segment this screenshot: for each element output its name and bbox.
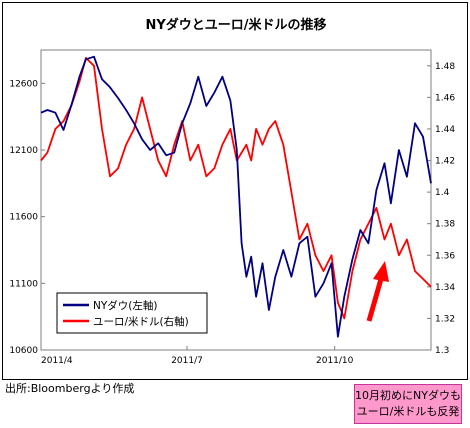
left-axis-ticks: 10600 11100 11600 12100 12600 — [9, 79, 45, 356]
chart-title: NYダウとユーロ/米ドルの推移 — [145, 17, 326, 33]
x-tick-label: 2011/4 — [41, 356, 73, 366]
right-tick-label: 1.4 — [435, 188, 450, 198]
left-tick-label: 11100 — [9, 279, 38, 289]
arrow-head — [373, 261, 389, 282]
legend-label-dow: NYダウ(左軸) — [93, 299, 157, 312]
legend: NYダウ(左軸) ユーロ/米ドル(右軸) — [56, 292, 208, 334]
callout-line-1: 10月初めにNYダウも — [355, 389, 461, 402]
x-tick-label: 2011/7 — [171, 356, 203, 366]
right-tick-label: 1.44 — [435, 125, 455, 135]
right-tick-label: 1.48 — [435, 62, 455, 72]
right-tick-label: 1.38 — [435, 220, 455, 230]
x-tick-label: 2011/10 — [316, 356, 354, 366]
rebound-arrow — [366, 261, 389, 322]
x-axis-ticks: 2011/4 2011/7 2011/10 — [40, 346, 354, 366]
left-tick-label: 12600 — [9, 79, 38, 89]
right-tick-label: 1.36 — [435, 251, 455, 261]
legend-box — [56, 292, 208, 334]
series-line-dow — [40, 55, 432, 338]
left-tick-label: 11600 — [9, 213, 38, 223]
source-note: 出所:Bloombergより作成 — [5, 382, 135, 395]
left-tick-label: 10600 — [9, 346, 38, 356]
chart-svg: NYダウとユーロ/米ドルの推移 10600 11100 11600 12100 1260… — [9, 17, 455, 366]
series-lines — [40, 55, 432, 338]
right-tick-label: 1.32 — [435, 314, 455, 324]
callout-line-2: ユーロ/米ドルも反発 — [356, 405, 460, 418]
chart-frame: NYダウとユーロ/米ドルの推移 10600 11100 11600 12100 1260… — [2, 2, 468, 380]
legend-label-eurusd: ユーロ/米ドル(右軸) — [93, 315, 189, 328]
left-tick-label: 12100 — [9, 146, 38, 156]
right-tick-label: 1.46 — [435, 93, 455, 103]
right-axis-ticks: 1.3 1.32 1.34 1.36 1.38 1.4 1.42 1.44 1.46 1.48 — [427, 62, 455, 356]
annotation-callout: 10月初めにNYダウも ユーロ/米ドルも反発 — [354, 384, 462, 424]
right-tick-label: 1.3 — [435, 346, 449, 356]
right-tick-label: 1.42 — [435, 157, 455, 167]
arrow-shaft — [366, 278, 384, 322]
right-tick-label: 1.34 — [435, 283, 455, 293]
